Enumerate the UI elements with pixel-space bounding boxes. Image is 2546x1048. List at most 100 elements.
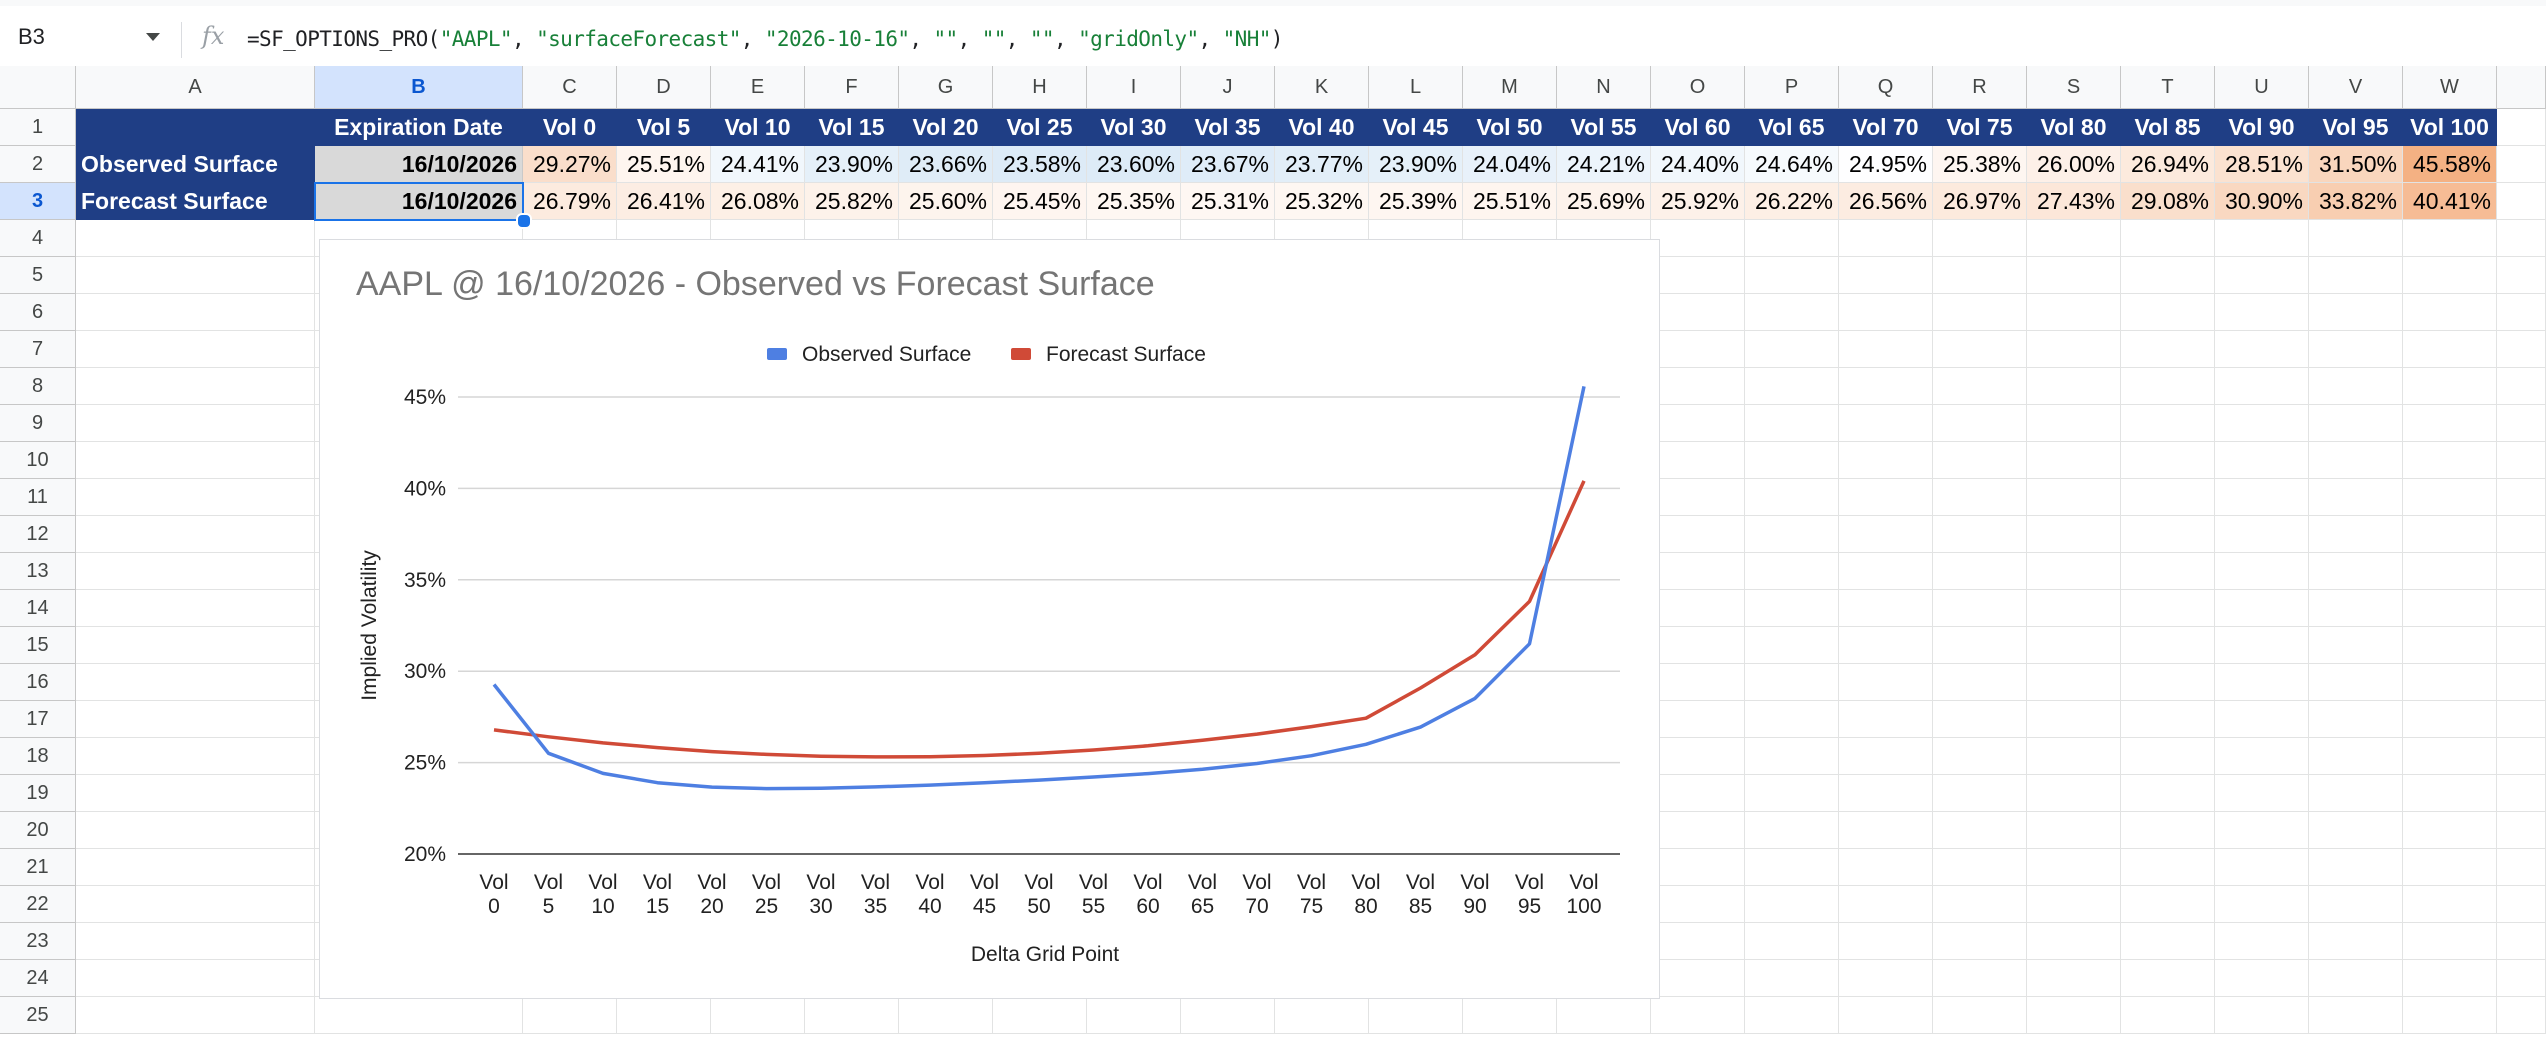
empty-cell[interactable] [2027,738,2121,775]
empty-cell[interactable] [1933,294,2027,331]
empty-cell[interactable] [2215,627,2309,664]
vol-value-cell[interactable]: 31.50% [2309,146,2403,183]
empty-cell[interactable] [1839,220,1933,257]
empty-cell[interactable] [2497,257,2546,294]
empty-cell[interactable] [1839,812,1933,849]
empty-cell[interactable] [2403,294,2497,331]
empty-cell[interactable] [1933,701,2027,738]
empty-cell[interactable] [1839,516,1933,553]
empty-cell[interactable] [2027,923,2121,960]
empty-cell[interactable] [2121,738,2215,775]
empty-cell[interactable] [1745,368,1839,405]
column-header-w[interactable]: W [2403,66,2497,109]
empty-cell[interactable] [2309,775,2403,812]
empty-cell[interactable] [1839,368,1933,405]
row-header-7[interactable]: 7 [0,331,76,368]
empty-cell[interactable] [1933,479,2027,516]
chevron-down-icon[interactable] [146,33,160,41]
empty-cell[interactable] [1839,405,1933,442]
empty-cell[interactable] [76,220,315,257]
empty-cell[interactable] [1651,294,1745,331]
empty-cell[interactable] [1745,257,1839,294]
vol-value-cell[interactable]: 23.66% [899,146,993,183]
select-all-corner[interactable] [0,66,76,109]
vol-header[interactable]: Vol 20 [899,109,993,146]
vol-header[interactable]: Vol 10 [711,109,805,146]
vol-value-cell[interactable]: 29.27% [523,146,617,183]
empty-cell[interactable] [1839,442,1933,479]
empty-cell[interactable] [2403,331,2497,368]
empty-cell[interactable] [1933,368,2027,405]
empty-cell[interactable] [1745,960,1839,997]
empty-cell[interactable] [2497,960,2546,997]
vol-header[interactable]: Vol 35 [1181,109,1275,146]
empty-cell[interactable] [2309,886,2403,923]
vol-header[interactable]: Vol 75 [1933,109,2027,146]
row-header-15[interactable]: 15 [0,627,76,664]
empty-cell[interactable] [2309,849,2403,886]
empty-cell[interactable] [1933,257,2027,294]
vol-value-cell[interactable]: 26.56% [1839,183,1933,220]
empty-cell[interactable] [1933,220,2027,257]
empty-cell[interactable] [76,442,315,479]
empty-cell[interactable] [1745,479,1839,516]
vol-header[interactable]: Vol 80 [2027,109,2121,146]
empty-cell[interactable] [2403,627,2497,664]
column-header-g[interactable]: G [899,66,993,109]
vol-value-cell[interactable]: 40.41% [2403,183,2497,220]
empty-cell[interactable] [2215,886,2309,923]
vol-value-cell[interactable]: 24.21% [1557,146,1651,183]
empty-cell[interactable] [1651,886,1745,923]
empty-cell[interactable] [2403,775,2497,812]
vol-value-cell[interactable]: 25.92% [1651,183,1745,220]
empty-cell[interactable] [2497,442,2546,479]
empty-cell[interactable] [1839,997,1933,1034]
empty-cell[interactable] [2121,220,2215,257]
vol-header[interactable]: Vol 90 [2215,109,2309,146]
column-header-k[interactable]: K [1275,66,1369,109]
empty-cell[interactable] [1839,479,1933,516]
empty-cell[interactable] [2497,368,2546,405]
empty-cell[interactable] [1839,923,1933,960]
expiration-date-cell[interactable]: 16/10/2026 [315,146,523,183]
empty-cell[interactable] [1651,331,1745,368]
empty-cell[interactable] [1933,553,2027,590]
empty-cell[interactable] [1933,405,2027,442]
empty-cell[interactable] [1745,442,1839,479]
empty-cell[interactable] [2309,220,2403,257]
row-header-9[interactable]: 9 [0,405,76,442]
empty-cell[interactable] [2027,294,2121,331]
row-header-19[interactable]: 19 [0,775,76,812]
empty-cell[interactable] [2497,812,2546,849]
empty-cell[interactable] [1745,997,1839,1034]
vol-header[interactable]: Vol 95 [2309,109,2403,146]
empty-cell[interactable] [2497,553,2546,590]
empty-cell[interactable] [2309,664,2403,701]
empty-cell[interactable] [2497,516,2546,553]
column-header-m[interactable]: M [1463,66,1557,109]
empty-cell[interactable] [2121,479,2215,516]
empty-cell[interactable] [1745,738,1839,775]
empty-cell[interactable] [2309,738,2403,775]
empty-cell[interactable] [2497,405,2546,442]
vol-value-cell[interactable]: 25.39% [1369,183,1463,220]
empty-cell[interactable] [1651,405,1745,442]
empty-cell[interactable] [899,997,993,1034]
empty-cell[interactable] [2121,516,2215,553]
empty-cell[interactable] [2403,220,2497,257]
empty-cell[interactable] [1745,331,1839,368]
vol-value-cell[interactable]: 23.60% [1087,146,1181,183]
empty-cell[interactable] [711,997,805,1034]
vol-value-cell[interactable]: 45.58% [2403,146,2497,183]
empty-cell[interactable] [76,812,315,849]
empty-cell[interactable] [2027,553,2121,590]
column-header-t[interactable]: T [2121,66,2215,109]
row-header-11[interactable]: 11 [0,479,76,516]
empty-cell[interactable] [2215,368,2309,405]
row-label[interactable]: Observed Surface [76,146,315,183]
empty-cell[interactable] [1933,516,2027,553]
empty-cell[interactable] [617,997,711,1034]
row-header-10[interactable]: 10 [0,442,76,479]
empty-cell[interactable] [523,997,617,1034]
vol-value-cell[interactable]: 23.67% [1181,146,1275,183]
